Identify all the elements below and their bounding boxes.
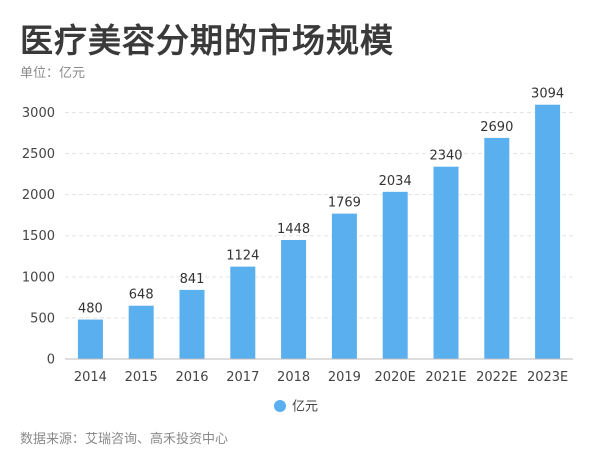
data-label: 2690: [480, 120, 513, 135]
y-tick-label: 500: [30, 311, 55, 326]
bar: [433, 166, 459, 359]
data-label: 3094: [531, 87, 564, 102]
bar: [77, 319, 103, 359]
x-tick-label: 2019: [328, 370, 361, 385]
bar: [179, 289, 205, 359]
x-axis: 2014 2015 2016 2017 2018 2019 2020E 2021E 2022E 2…: [65, 358, 573, 385]
x-tick-label: 2018: [277, 370, 310, 385]
x-tick-label: 2017: [226, 370, 259, 385]
unit-label: 单位：亿元: [20, 66, 86, 81]
x-tick-label: 2023E: [527, 370, 568, 385]
data-label: 648: [129, 288, 154, 303]
bar: [382, 191, 408, 359]
bar: [535, 104, 561, 359]
x-tick-label: 2015: [125, 370, 158, 385]
bars: [77, 104, 561, 359]
bar: [128, 305, 154, 359]
bar: [281, 239, 307, 359]
data-labels: 480 648 841 1124 1448 1769 2034 2340 2690 3094: [78, 87, 564, 317]
bar: [331, 213, 357, 359]
chart-title: 医疗美容分期的市场规模: [20, 21, 394, 60]
x-tick-label: 2021E: [425, 370, 466, 385]
y-tick-label: 2500: [22, 147, 55, 162]
source-note: 数据来源：艾瑞咨询、高禾投资中心: [20, 432, 229, 447]
y-axis: 0 500 1000 1500 2000 2500 3000: [22, 106, 55, 368]
y-tick-label: 3000: [22, 106, 55, 121]
data-label: 1769: [328, 196, 361, 211]
legend: 亿元: [274, 400, 318, 415]
data-label: 1448: [277, 222, 310, 237]
data-label: 480: [78, 302, 103, 317]
data-label: 2034: [379, 174, 412, 189]
x-tick-label: 2022E: [476, 370, 517, 385]
y-tick-label: 0: [47, 353, 55, 368]
legend-label: 亿元: [292, 400, 318, 415]
y-tick-label: 1000: [22, 270, 55, 285]
y-tick-label: 1500: [22, 229, 55, 244]
y-tick-label: 2000: [22, 188, 55, 203]
x-tick-label: 2016: [175, 370, 208, 385]
bar: [230, 266, 256, 359]
data-label: 2340: [429, 149, 462, 164]
x-tick-label: 2014: [74, 370, 107, 385]
x-tick-label: 2020E: [375, 370, 416, 385]
legend-marker: [274, 400, 286, 412]
bar: [484, 137, 510, 359]
data-label: 841: [180, 272, 205, 287]
data-label: 1124: [226, 249, 259, 264]
